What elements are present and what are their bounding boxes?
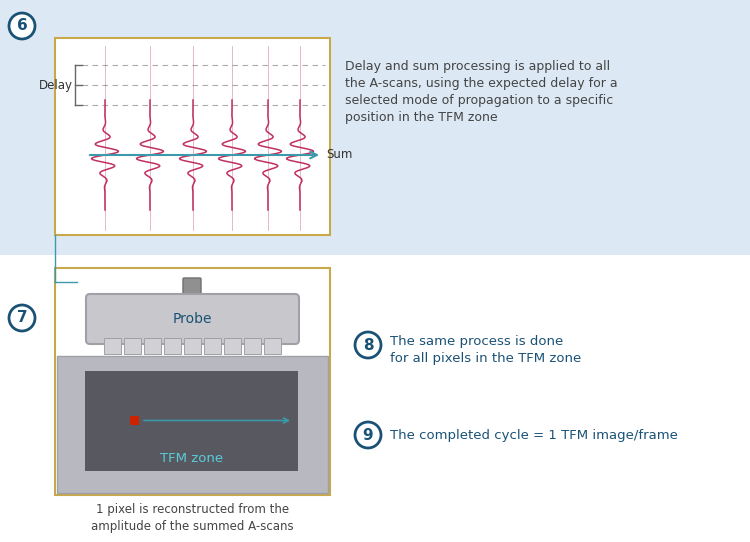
Bar xyxy=(0,0,750,255)
Bar xyxy=(264,338,281,354)
Text: The same process is done
for all pixels in the TFM zone: The same process is done for all pixels … xyxy=(390,335,581,365)
Bar xyxy=(55,268,330,495)
Text: TFM zone: TFM zone xyxy=(160,453,223,466)
Bar xyxy=(104,338,121,354)
Bar xyxy=(184,338,201,354)
Bar xyxy=(130,416,139,425)
Text: Sum: Sum xyxy=(326,149,352,162)
Text: 6: 6 xyxy=(16,18,27,34)
FancyBboxPatch shape xyxy=(86,294,299,344)
Bar xyxy=(244,338,261,354)
Text: The completed cycle = 1 TFM image/frame: The completed cycle = 1 TFM image/frame xyxy=(390,429,678,442)
Circle shape xyxy=(355,422,381,448)
Bar xyxy=(124,338,141,354)
Bar xyxy=(55,38,330,235)
Text: 8: 8 xyxy=(363,338,374,352)
Bar xyxy=(144,338,161,354)
FancyBboxPatch shape xyxy=(183,278,201,298)
Bar xyxy=(164,338,181,354)
Circle shape xyxy=(9,305,35,331)
Text: 1 pixel is reconstructed from the
amplitude of the summed A-scans: 1 pixel is reconstructed from the amplit… xyxy=(92,503,294,533)
Circle shape xyxy=(355,332,381,358)
Bar xyxy=(224,338,241,354)
Bar xyxy=(57,356,328,493)
Text: Probe: Probe xyxy=(172,312,212,326)
Text: 9: 9 xyxy=(363,428,374,442)
Bar xyxy=(85,371,298,471)
Circle shape xyxy=(9,13,35,39)
Bar xyxy=(204,338,221,354)
Text: Delay: Delay xyxy=(39,79,73,92)
Text: 7: 7 xyxy=(16,311,27,326)
Text: Delay and sum processing is applied to all
the A-scans, using the expected delay: Delay and sum processing is applied to a… xyxy=(345,60,618,124)
